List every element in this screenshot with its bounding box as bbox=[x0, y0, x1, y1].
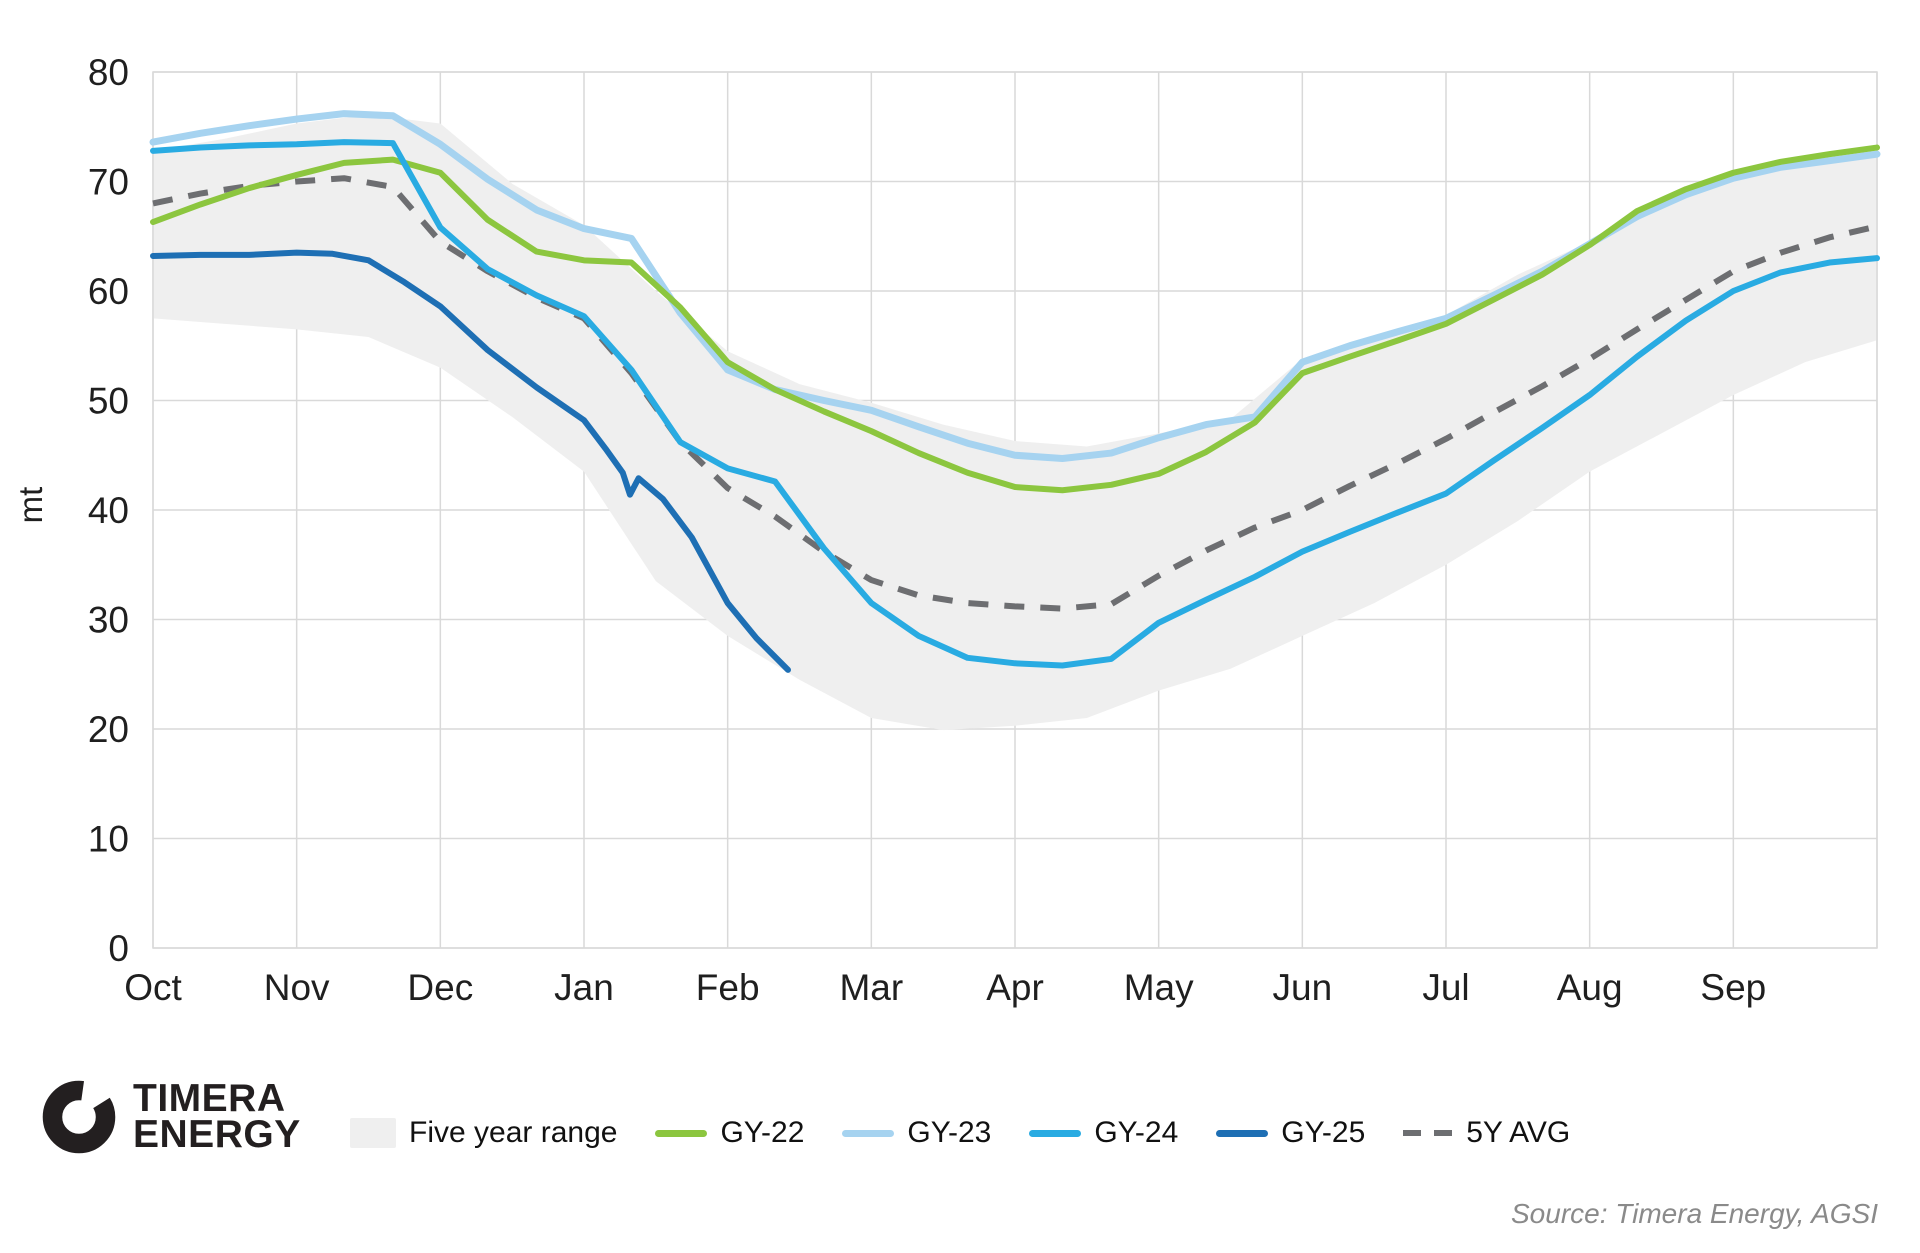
series-gy-22-line bbox=[150, 144, 1880, 494]
svg-text:Apr: Apr bbox=[986, 967, 1044, 1008]
legend-label: Five year range bbox=[409, 1116, 618, 1149]
legend-swatch-line bbox=[1029, 1129, 1082, 1137]
legend-label: GY-22 bbox=[720, 1116, 805, 1149]
legend-item-gy-23: GY-23 bbox=[842, 1116, 991, 1150]
logo-text: TIMERA ENERGY bbox=[133, 1076, 301, 1156]
legend-swatch-area bbox=[350, 1118, 396, 1148]
source-note: Source: Timera Energy, AGSI bbox=[1511, 1198, 1878, 1229]
svg-text:May: May bbox=[1124, 967, 1194, 1008]
logo-line-1: TIMERA bbox=[133, 1076, 286, 1120]
five-year-range-band bbox=[153, 114, 1877, 731]
svg-text:40: 40 bbox=[88, 490, 129, 531]
svg-text:Jan: Jan bbox=[554, 967, 614, 1008]
svg-text:50: 50 bbox=[88, 381, 129, 422]
legend-label: GY-24 bbox=[1094, 1116, 1179, 1149]
y-axis-labels: 0 10 20 30 40 50 60 70 80 bbox=[88, 52, 129, 969]
svg-text:30: 30 bbox=[88, 600, 129, 641]
series-5y-avg-line bbox=[152, 175, 1878, 612]
legend-swatch-line bbox=[842, 1129, 895, 1137]
svg-text:60: 60 bbox=[88, 271, 129, 312]
svg-text:Nov: Nov bbox=[264, 967, 330, 1008]
svg-text:80: 80 bbox=[88, 52, 129, 93]
svg-text:Dec: Dec bbox=[407, 967, 473, 1008]
chart-panel: 0 10 20 30 40 50 60 70 80 Oct Nov Dec Jan Feb Mar Apr Ma… bbox=[12, 52, 1881, 1008]
svg-text:0: 0 bbox=[108, 928, 129, 969]
series-gy-25-line bbox=[150, 249, 792, 673]
svg-text:20: 20 bbox=[88, 709, 129, 750]
legend-label: 5Y AVG bbox=[1466, 1116, 1571, 1149]
legend-swatch-line bbox=[655, 1129, 708, 1137]
y-axis-title: mt bbox=[12, 486, 49, 524]
legend-swatch-line bbox=[1216, 1129, 1269, 1137]
svg-text:Oct: Oct bbox=[124, 967, 182, 1008]
gas-storage-line-chart: 0 10 20 30 40 50 60 70 80 Oct Nov Dec Jan Feb Mar Apr Ma… bbox=[88, 52, 1881, 1008]
svg-text:70: 70 bbox=[88, 162, 129, 203]
legend-item-five-year-range: Five year range bbox=[350, 1116, 617, 1150]
svg-text:Sep: Sep bbox=[1700, 967, 1766, 1008]
legend-item-gy-24: GY-24 bbox=[1029, 1116, 1178, 1150]
legend-swatch-dashed bbox=[1403, 1130, 1454, 1136]
legend-label: GY-23 bbox=[907, 1116, 992, 1149]
legend-label: GY-25 bbox=[1281, 1116, 1366, 1149]
timera-energy-logo: TIMERA ENERGY bbox=[40, 1070, 301, 1164]
timera-logo-mark bbox=[42, 1080, 116, 1154]
legend: Five year range GY-22 GY-23 GY-24 GY-25 5Y AV… bbox=[350, 1102, 1570, 1164]
svg-text:Feb: Feb bbox=[696, 967, 760, 1008]
logo-line-2: ENERGY bbox=[133, 1113, 301, 1156]
svg-text:Mar: Mar bbox=[839, 967, 903, 1008]
legend-item-gy-22: GY-22 bbox=[655, 1116, 804, 1150]
svg-text:10: 10 bbox=[88, 819, 129, 860]
svg-text:Jun: Jun bbox=[1273, 967, 1333, 1008]
legend-item-gy-25: GY-25 bbox=[1216, 1116, 1365, 1150]
legend-item-5y-avg: 5Y AVG bbox=[1403, 1116, 1570, 1150]
svg-text:Aug: Aug bbox=[1557, 967, 1623, 1008]
plot-border bbox=[152, 71, 1878, 949]
svg-text:Jul: Jul bbox=[1422, 967, 1469, 1008]
series-gy-24-line bbox=[150, 139, 1880, 669]
x-axis-labels: Oct Nov Dec Jan Feb Mar Apr May Jun Jul Aug Sep bbox=[124, 967, 1766, 1008]
